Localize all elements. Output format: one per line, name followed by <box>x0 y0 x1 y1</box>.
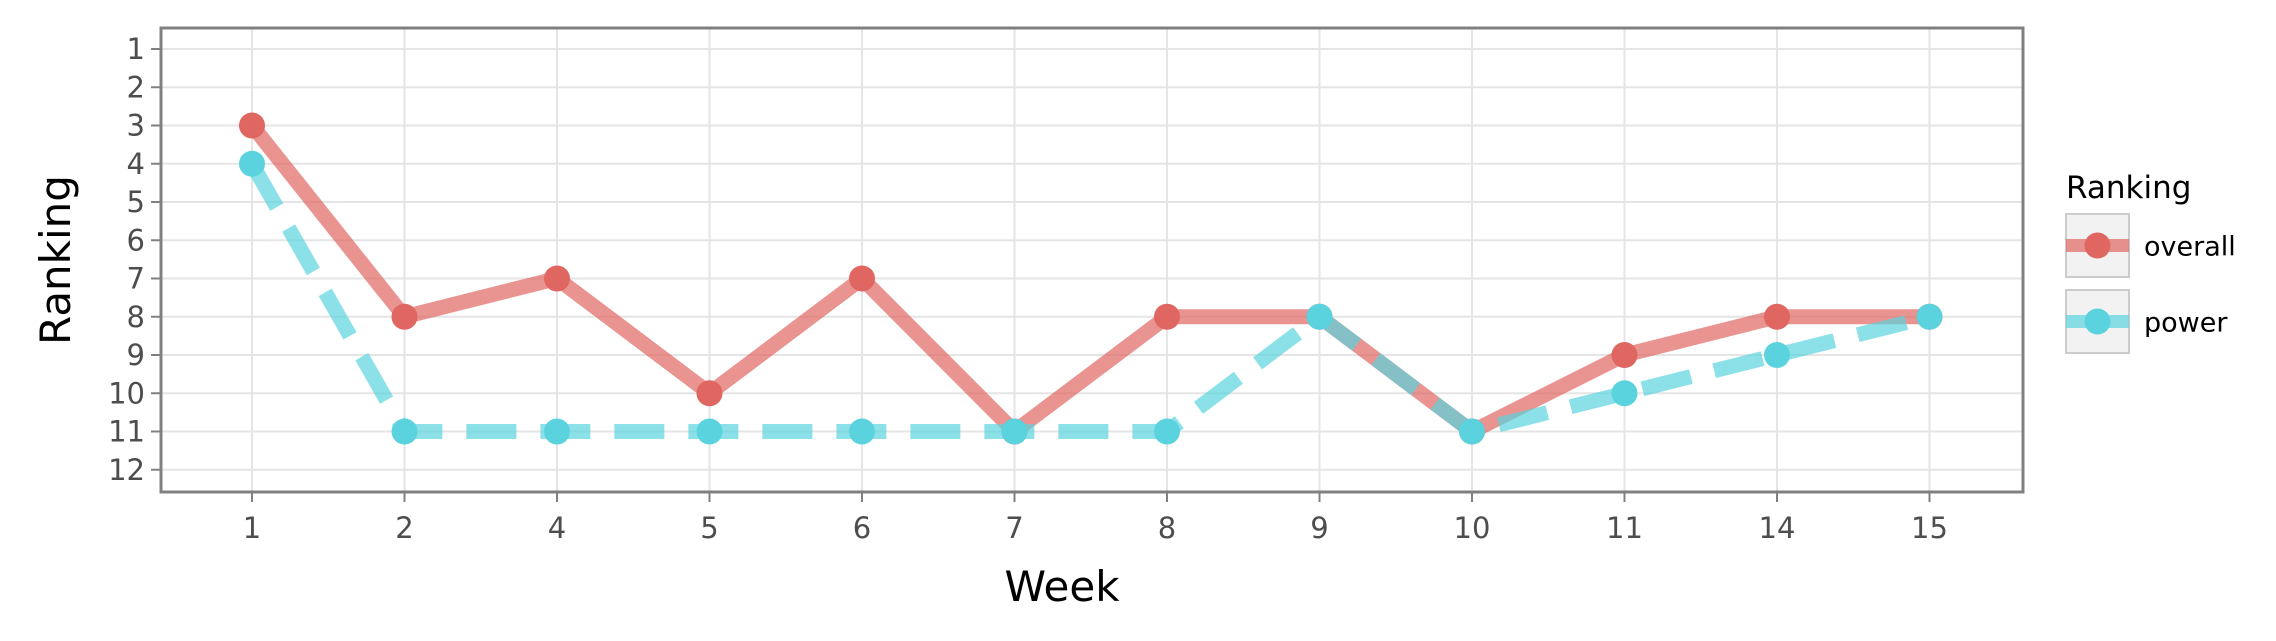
data-point-power <box>1306 303 1333 330</box>
legend-label: overall <box>2144 232 2236 263</box>
x-tick-label: 4 <box>548 511 566 545</box>
x-tick-label: 15 <box>1911 511 1948 545</box>
x-tick-label: 10 <box>1454 511 1491 545</box>
data-point-power <box>1764 342 1790 368</box>
legend-key-point <box>2084 232 2111 259</box>
plot-panel-border <box>159 26 2025 494</box>
x-tick-label: 1 <box>243 511 261 545</box>
data-point-power <box>1154 418 1180 445</box>
data-point-power <box>1611 380 1638 407</box>
data-point-overall <box>1154 303 1180 330</box>
legend-item-overall: overall <box>2065 213 2236 278</box>
y-axis-title: Ranking <box>31 175 80 345</box>
legend-item-power: power <box>2065 289 2228 354</box>
y-tick-label: 11 <box>108 415 145 449</box>
y-tick-label: 3 <box>127 109 145 143</box>
y-tick-label: 6 <box>127 223 145 257</box>
data-point-power <box>391 418 418 445</box>
data-point-power <box>849 418 875 445</box>
legend-label: power <box>2144 308 2228 339</box>
plot-panel-background <box>161 28 2023 492</box>
y-gridlines <box>161 48 2023 471</box>
series-power <box>239 150 1943 445</box>
y-tick-label: 7 <box>127 262 145 296</box>
y-tick-label: 1 <box>127 32 145 66</box>
y-tick-label: 8 <box>127 300 145 334</box>
data-point-overall <box>239 112 265 139</box>
data-point-power <box>1916 303 1943 330</box>
data-point-overall <box>696 380 723 407</box>
x-axis-ticks: 1 2 4 5 6 7 8 9 10 11 14 15 <box>243 492 1948 545</box>
data-point-power <box>696 418 723 445</box>
data-point-power <box>544 418 570 445</box>
y-tick-label: 9 <box>127 338 145 372</box>
data-point-overall <box>1611 342 1638 368</box>
x-tick-label: 2 <box>395 511 413 545</box>
legend-title: Ranking <box>2066 170 2191 206</box>
legend: Ranking overall power <box>2065 170 2236 354</box>
data-point-power <box>1459 418 1485 445</box>
y-tick-label: 5 <box>127 185 145 219</box>
x-tick-label: 11 <box>1606 511 1643 545</box>
x-tick-label: 7 <box>1005 511 1023 545</box>
y-tick-label: 12 <box>108 453 145 487</box>
series-layer <box>239 112 1943 445</box>
x-tick-label: 5 <box>700 511 718 545</box>
x-axis-title: Week <box>1004 562 1120 611</box>
x-tick-label: 6 <box>853 511 871 545</box>
y-tick-label: 4 <box>127 147 145 181</box>
data-point-overall <box>544 265 570 292</box>
data-point-overall <box>1764 303 1790 330</box>
x-tick-label: 9 <box>1310 511 1328 545</box>
data-point-power <box>239 150 265 177</box>
series-line-overall <box>246 120 1930 439</box>
x-gridlines <box>251 28 1931 492</box>
x-tick-label: 14 <box>1759 511 1796 545</box>
data-point-overall <box>849 265 875 292</box>
data-point-power <box>1001 418 1028 445</box>
data-point-overall <box>391 303 418 330</box>
y-tick-label: 10 <box>108 376 145 410</box>
legend-key-point <box>2084 308 2111 335</box>
y-tick-label: 2 <box>127 70 145 104</box>
x-tick-label: 8 <box>1158 511 1176 545</box>
series-line-power <box>245 160 1932 439</box>
